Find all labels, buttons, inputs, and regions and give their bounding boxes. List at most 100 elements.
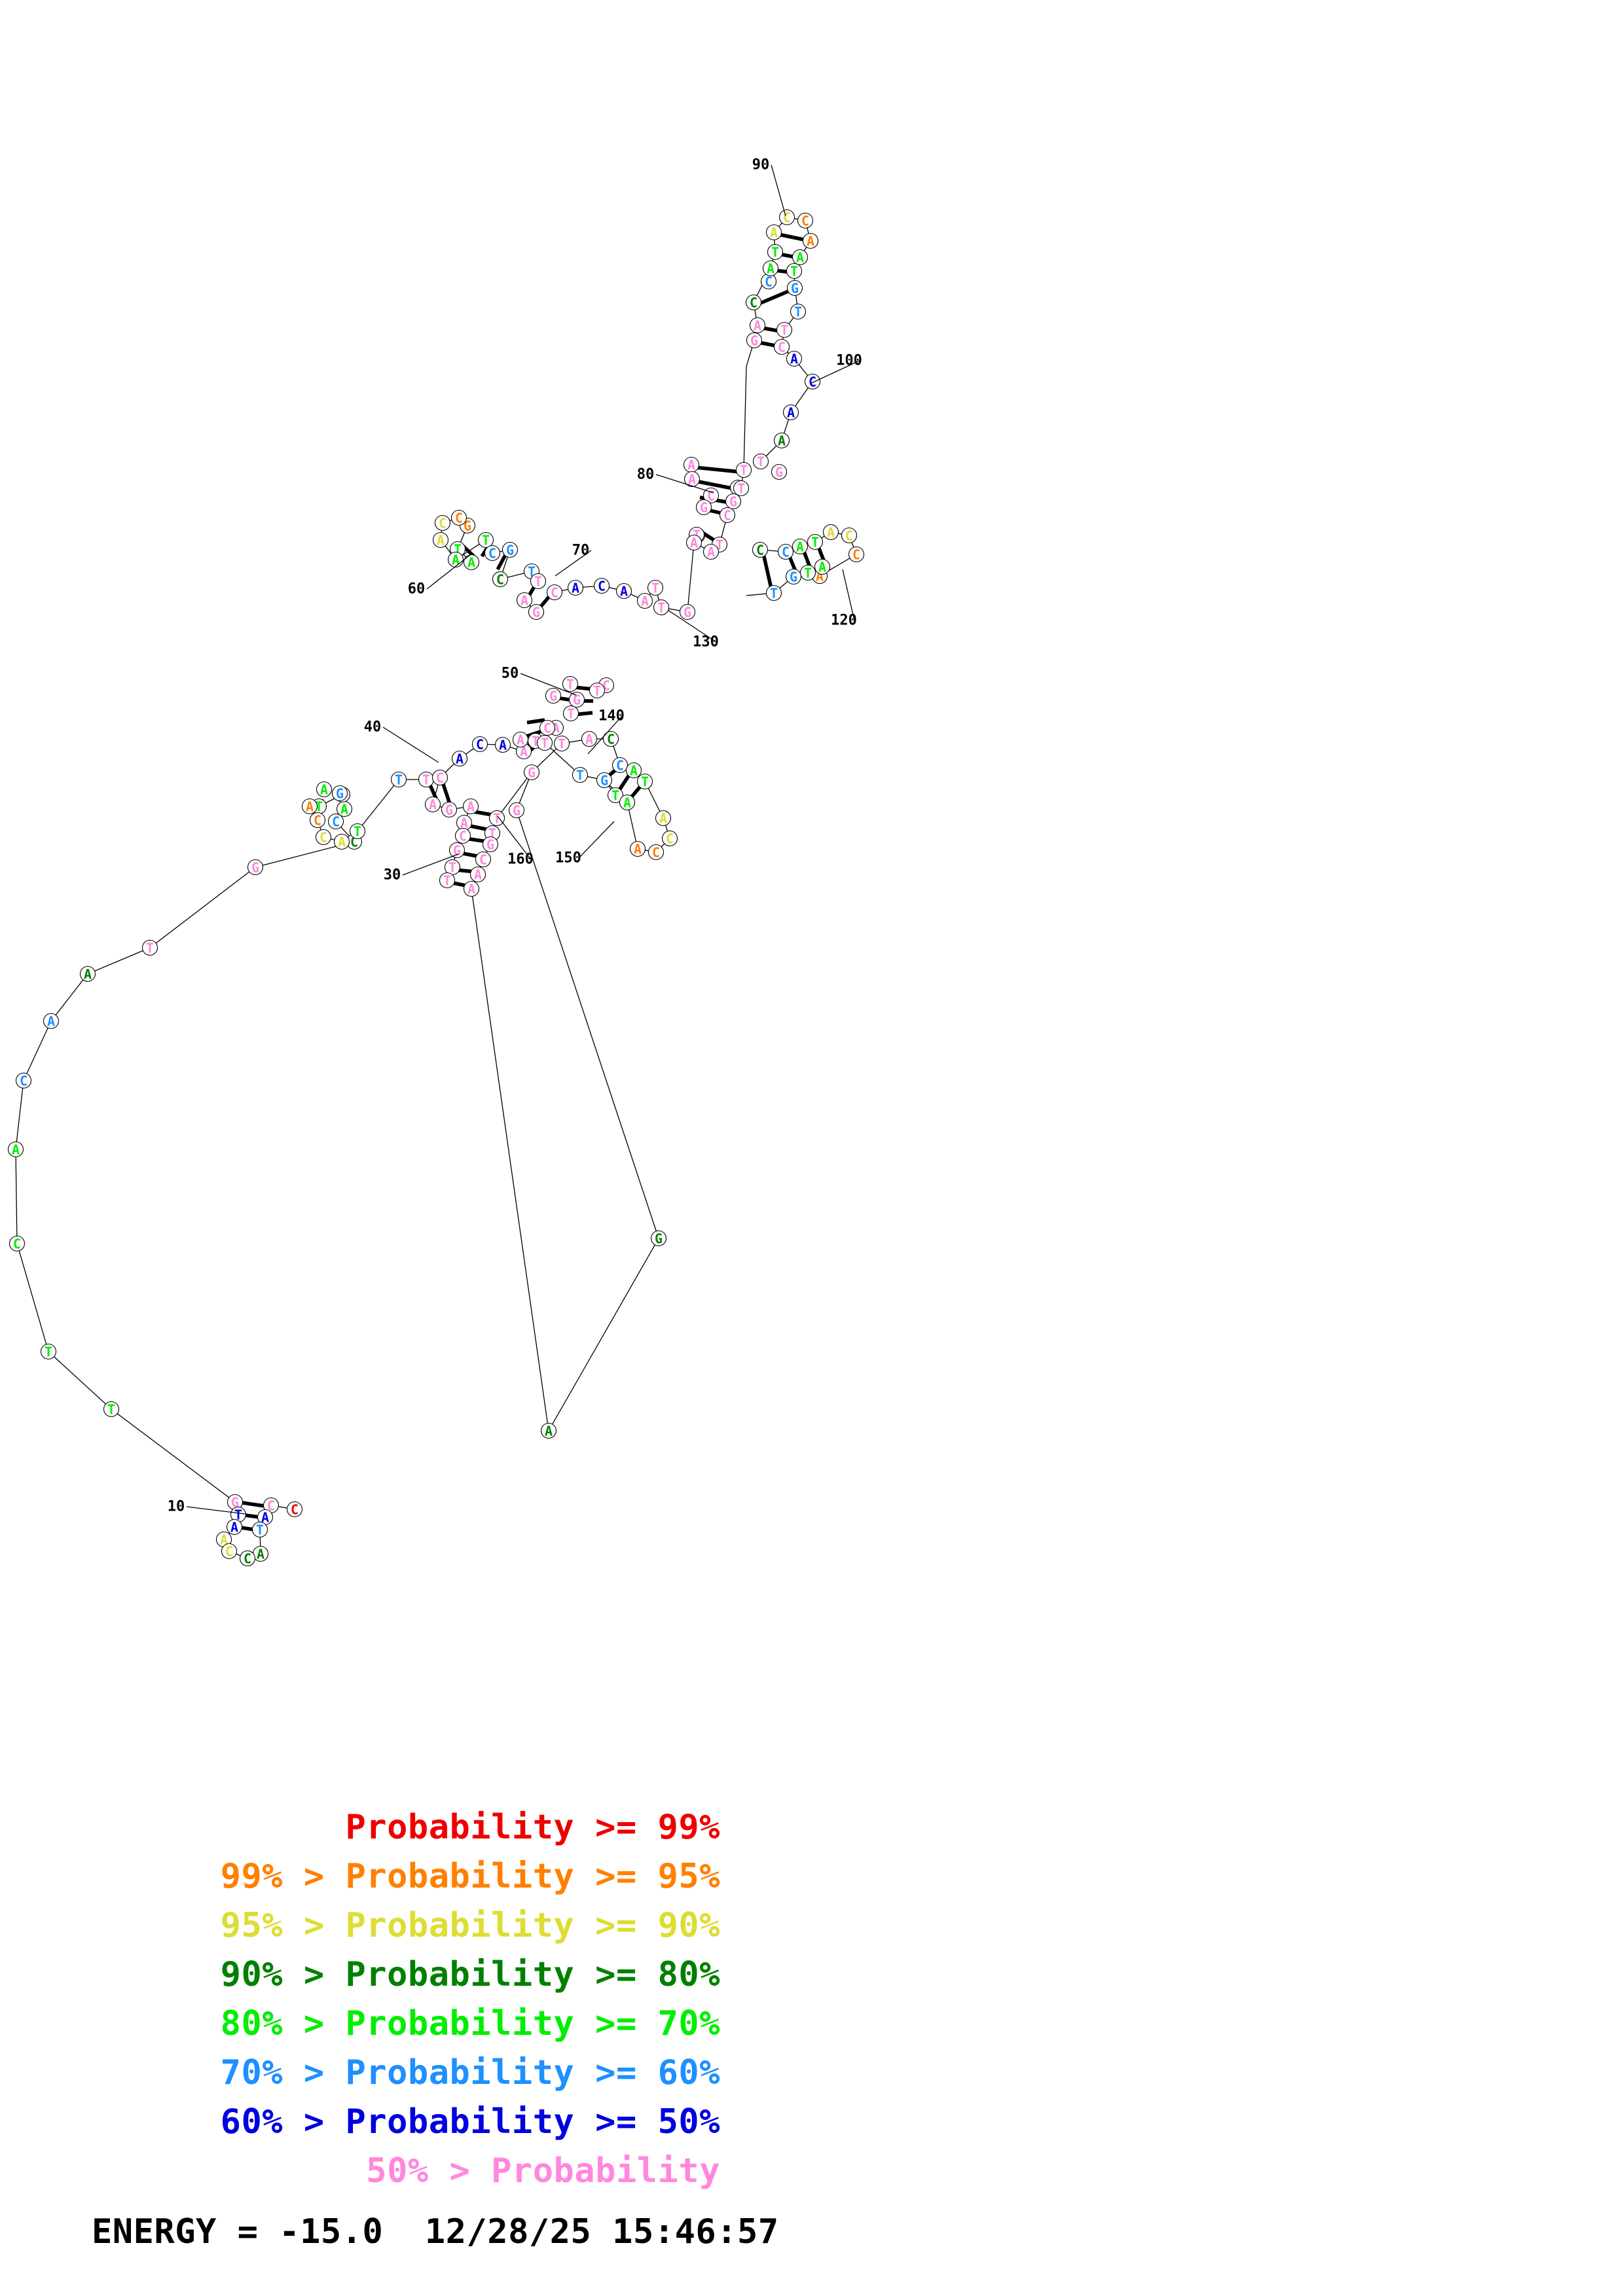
nucleotide: T (790, 303, 807, 320)
nucleotide-circle (746, 332, 763, 349)
nucleotide: A (424, 796, 441, 813)
nucleotide-circle (778, 209, 795, 226)
nucleotide: C (602, 730, 619, 747)
nucleotide-circle (567, 579, 584, 596)
legend-text-7: 50% > Probability (366, 2151, 720, 2191)
nucleotide-base-letter: T (770, 586, 778, 601)
nucleotide-base-letter: T (576, 768, 584, 783)
nucleotide-base-letter: G (445, 802, 453, 818)
position-number-label: 80 (637, 467, 655, 483)
nucleotide: T (536, 734, 553, 751)
nucleotide-base-letter: C (852, 547, 860, 563)
nucleotide-base-letter: C (479, 852, 487, 868)
nucleotide: C (611, 757, 629, 774)
nucleotide-base-letter: T (771, 245, 779, 260)
position-leader-line (186, 1506, 256, 1516)
nucleotide-base-letter: C (845, 528, 853, 544)
nucleotide: A (43, 1013, 60, 1030)
nucleotide: A (786, 350, 803, 367)
nucleotide: A (684, 471, 701, 488)
nucleotide: T (251, 1521, 268, 1538)
nucleotide-circle (301, 798, 318, 815)
nucleotide-base-letter: A (687, 457, 695, 473)
nucleotide-base-letter: A (460, 816, 468, 831)
nucleotide: G (785, 568, 802, 585)
nucleotide: A (215, 1531, 232, 1548)
nucleotide-circle (655, 810, 672, 827)
nucleotide-base-letter: A (634, 842, 642, 857)
nucleotide-circle (448, 842, 465, 859)
nucleotide: C (454, 827, 471, 844)
nucleotide-base-letter: A (467, 555, 475, 571)
nucleotide-circle (315, 829, 332, 846)
nucleotide-circle (725, 493, 742, 510)
nucleotide-circle (484, 545, 501, 562)
nucleotide-circle (625, 762, 642, 779)
nucleotide-base-letter: A (220, 1532, 228, 1548)
nucleotide: C (797, 212, 814, 229)
nucleotide-circle (475, 851, 492, 868)
nucleotide-base-letter: T (493, 811, 501, 827)
nucleotide-base-letter: G (528, 765, 536, 781)
legend-row-0: Probability >= 99% (98, 1803, 720, 1852)
nucleotide-circle (786, 350, 803, 367)
nucleotide-base-letter: T (790, 264, 798, 279)
nucleotide: G (331, 785, 348, 802)
nucleotide: G (771, 463, 788, 480)
nucleotide-circle (786, 262, 803, 279)
nucleotide: C (286, 1501, 303, 1518)
nucleotide-circle (553, 735, 570, 752)
nucleotide: G (528, 603, 545, 620)
nucleotide-base-letter: A (767, 261, 775, 277)
nucleotide-circle (792, 538, 809, 555)
nucleotide-base-letter: C (319, 830, 327, 846)
position-leader-line (520, 673, 577, 696)
nucleotide: A (462, 798, 479, 815)
nucleotide-base-letter: A (807, 234, 814, 249)
nucleotide: C (431, 769, 448, 786)
nucleotide-circle (390, 771, 407, 788)
nucleotide: C (239, 1550, 256, 1567)
nucleotide-base-letter: C (551, 585, 558, 601)
nucleotide-circle (611, 757, 629, 774)
nucleotide-base-letter: C (459, 829, 467, 844)
nucleotide-circle (568, 691, 585, 708)
nucleotide-circle (593, 577, 610, 594)
nucleotide: T (752, 453, 769, 470)
nucleotide-circle (450, 509, 467, 526)
nucleotide: C (475, 851, 492, 868)
legend-row-6: 60% > Probability >= 50% (98, 2098, 720, 2147)
nucleotide-base-letter: C (607, 732, 615, 747)
nucleotide: A (516, 592, 533, 609)
nucleotide: G (508, 802, 525, 819)
nucleotide: A (683, 456, 700, 473)
nucleotide: T (647, 579, 664, 596)
nucleotide-circle (792, 249, 809, 266)
nucleotide-circle (462, 798, 479, 815)
nucleotide: C (841, 527, 858, 544)
nucleotide: A (655, 810, 672, 827)
nucleotide-base-letter: G (729, 494, 737, 510)
nucleotide: A (333, 833, 350, 850)
nucleotide: A (615, 583, 632, 600)
nucleotide: G (695, 499, 712, 516)
nucleotide-circle (40, 1343, 57, 1360)
nucleotide-circle (539, 719, 556, 736)
nucleotide-base-letter: G (600, 773, 608, 789)
nucleotide-circle (752, 453, 769, 470)
legend-text-0: Probability >= 99% (345, 1808, 720, 1847)
nucleotide-base-letter: A (306, 799, 314, 815)
nucleotide-base-letter: A (659, 811, 667, 827)
nucleotide: G (650, 1230, 667, 1247)
nucleotide-base-letter: G (700, 500, 708, 516)
nucleotide: C (848, 546, 865, 563)
nucleotide-base-letter: A (467, 799, 475, 815)
nucleotide-base-letter: T (611, 788, 619, 804)
nucleotide: T (786, 262, 803, 279)
nucleotide-circle (702, 487, 720, 504)
legend-text-4: 80% > Probability >= 70% (220, 2004, 720, 2043)
nucleotide: T (735, 461, 752, 478)
nucleotide-base-letter: A (545, 1424, 553, 1439)
nucleotide: T (636, 773, 653, 790)
nucleotide: C (309, 812, 326, 829)
